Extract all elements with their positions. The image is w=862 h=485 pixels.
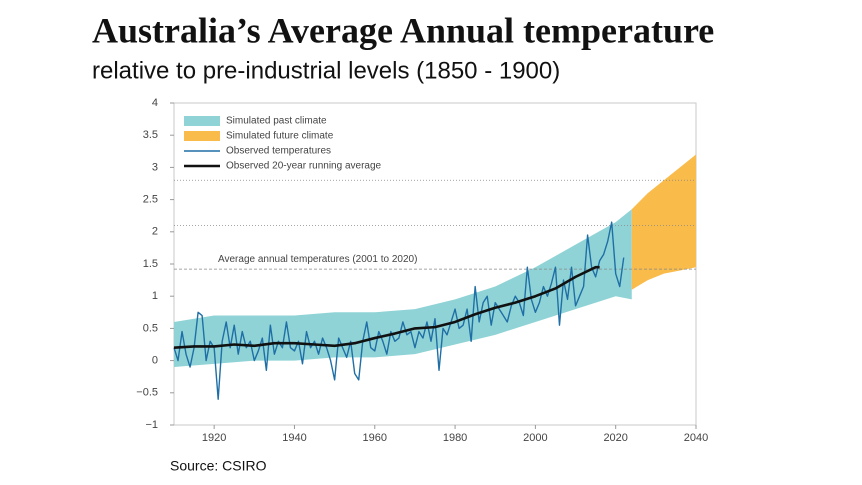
band bbox=[174, 209, 632, 368]
y-tick-label: 3 bbox=[152, 161, 158, 173]
chart-subtitle: relative to pre-industrial levels (1850 … bbox=[92, 57, 560, 84]
legend-swatch bbox=[184, 116, 220, 126]
y-tick-label: 2 bbox=[152, 226, 158, 238]
x-tick-label: 1960 bbox=[363, 432, 387, 444]
x-tick-label: 1940 bbox=[282, 432, 306, 444]
x-tick-label: 2040 bbox=[684, 432, 708, 444]
annotation: Average annual temperatures (2001 to 202… bbox=[218, 254, 417, 265]
band bbox=[631, 154, 696, 290]
legend-label: Observed temperatures bbox=[226, 146, 331, 157]
legend-label: Simulated future climate bbox=[226, 131, 334, 142]
y-tick-label: 4 bbox=[152, 97, 158, 109]
y-tick-label: 1 bbox=[152, 290, 158, 302]
legend-label: Simulated past climate bbox=[226, 116, 327, 127]
plot-area: −1 −0.5 0 0.5 1 1.5 2 2.5 3 3.5 4 1920 1940 1960 1980 2… bbox=[136, 97, 708, 444]
line bbox=[173, 265, 600, 350]
source: Source: CSIRO bbox=[170, 458, 267, 474]
legend-swatch bbox=[184, 131, 220, 141]
y-tick-label: −0.5 bbox=[136, 387, 158, 399]
x-tick-label: 1980 bbox=[443, 432, 467, 444]
x-tick-label: 2020 bbox=[603, 432, 627, 444]
y-tick-label: 3.5 bbox=[143, 129, 158, 141]
x-tick-label: 1920 bbox=[202, 432, 226, 444]
x-tick-label: 2000 bbox=[523, 432, 547, 444]
y-tick-label: −1 bbox=[145, 419, 158, 431]
legend-label: Observed 20-year running average bbox=[226, 161, 382, 172]
y-tick-label: 0 bbox=[152, 355, 158, 367]
y-tick-label: 1.5 bbox=[143, 258, 158, 270]
y-tick-label: 0.5 bbox=[143, 322, 158, 334]
chart-title: Australia’s Average Annual temperature bbox=[92, 10, 714, 50]
y-tick-label: 2.5 bbox=[143, 194, 158, 206]
